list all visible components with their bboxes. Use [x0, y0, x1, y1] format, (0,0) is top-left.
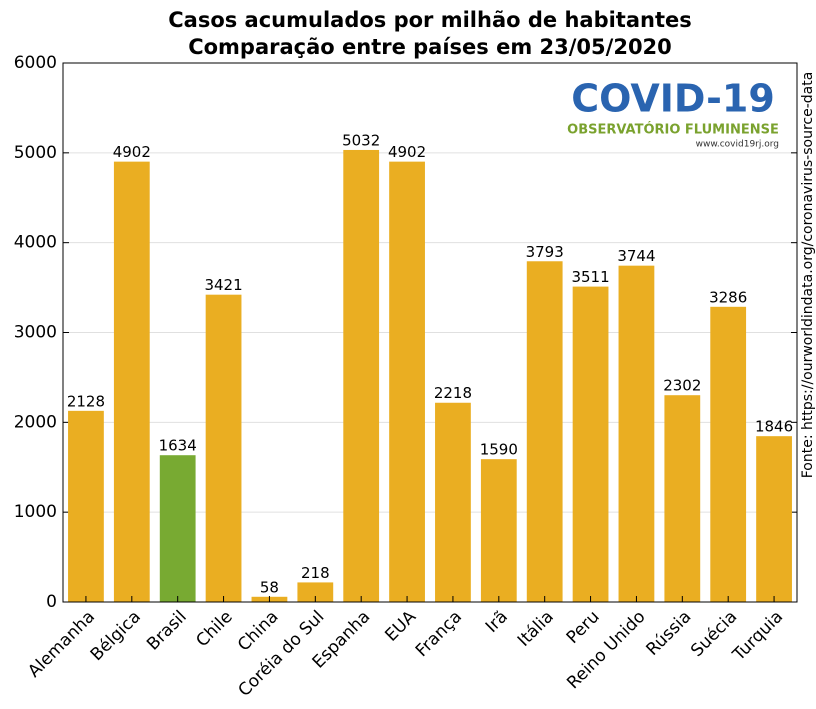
bar [389, 161, 425, 602]
bar [526, 261, 563, 602]
x-tick-label: Itália [514, 607, 558, 651]
data-label: 1846 [755, 418, 793, 436]
x-tick-label: França [412, 607, 466, 661]
x-tick-label: EUA [381, 607, 420, 646]
data-label: 3286 [709, 288, 747, 306]
x-tick-label: Alemanha [24, 607, 99, 682]
logo-url: www.covid19rj.org [696, 140, 779, 150]
logo: COVID-19 OBSERVATÓRIO FLUMINENSE www.cov… [567, 77, 779, 150]
chart-subtitle: Comparação entre países em 23/05/2020 [188, 35, 672, 59]
y-tick-label: 4000 [14, 233, 57, 253]
x-tick-label: Peru [563, 607, 604, 648]
y-tick-label: 6000 [14, 53, 57, 73]
bar [480, 459, 517, 602]
x-tick-label: Turquia [728, 607, 787, 666]
data-label: 3421 [204, 276, 242, 294]
x-tick-label: Irã [482, 607, 512, 637]
data-label: 3744 [617, 247, 655, 265]
data-label: 58 [260, 578, 279, 596]
logo-subtitle: OBSERVATÓRIO FLUMINENSE [567, 122, 779, 138]
y-tick-label: 2000 [14, 412, 57, 432]
x-tick-label: Bélgica [87, 607, 145, 665]
bar [205, 294, 242, 602]
bar [297, 582, 334, 602]
bar [710, 306, 747, 602]
bar [113, 161, 150, 602]
data-label: 4902 [113, 143, 151, 161]
y-tick-label: 3000 [14, 323, 57, 343]
source-note: Fonte: https://ourworldindata.org/corona… [800, 72, 816, 479]
x-tick-label: Brasil [143, 607, 191, 655]
data-label: 3511 [571, 268, 609, 286]
y-tick-label: 0 [46, 592, 57, 612]
chart-title: Casos acumulados por milhão de habitante… [168, 8, 692, 32]
y-tick-label: 5000 [14, 143, 57, 163]
data-label: 5032 [342, 131, 380, 149]
data-label: 1590 [480, 441, 518, 459]
bar [343, 149, 380, 602]
x-tick-label: Rússia [643, 607, 696, 660]
bar [618, 265, 655, 602]
logo-title: COVID-19 [571, 77, 775, 121]
data-label: 218 [301, 564, 330, 582]
x-tick-label: Chile [192, 607, 236, 651]
data-label: 2302 [663, 377, 701, 395]
y-tick-label: 1000 [14, 502, 57, 522]
data-label: 2128 [67, 392, 105, 410]
data-label: 2218 [434, 384, 472, 402]
bar [435, 402, 471, 602]
bar [664, 395, 701, 602]
bar [572, 286, 609, 602]
bar [159, 455, 196, 602]
plot-frame [62, 62, 798, 603]
data-label: 3793 [526, 243, 564, 261]
bar [756, 436, 792, 602]
data-label: 1634 [159, 437, 197, 455]
data-label: 4902 [388, 143, 426, 161]
bar [68, 410, 104, 602]
